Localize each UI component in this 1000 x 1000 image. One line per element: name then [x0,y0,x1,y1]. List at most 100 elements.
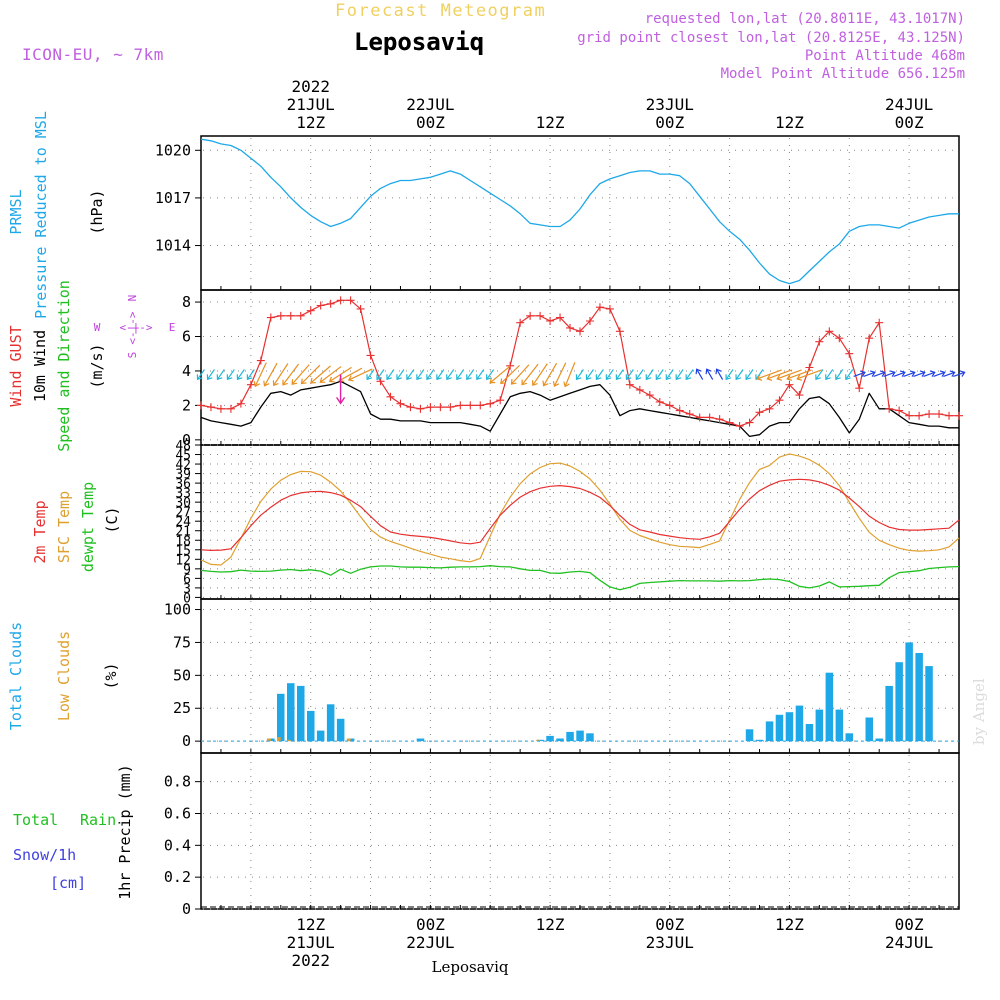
wind-direction-arrow [835,369,844,381]
temp-ytick-label: 0 [183,591,191,606]
wind-direction-shaft [923,371,935,378]
wind-direction-shaft [291,364,310,385]
temp-ytick-label: 9 [183,563,191,578]
temp-unit: (C) [103,506,121,533]
wind-gust-marker [605,304,614,313]
wind-direction-head [319,377,326,383]
wind-direction-shaft [564,362,576,387]
precip-cm-label: [cm] [50,874,86,892]
wind-direction-head [263,380,270,387]
wind-direction-head [489,377,496,384]
wind-direction-head [246,374,253,381]
wind-direction-arrow [263,362,278,387]
wind-direction-head [585,374,592,381]
wind-direction-shaft [197,369,205,380]
precip-ytick-label: 0.8 [164,773,191,791]
model-point-altitude: Model Point Altitude 656.125m [721,66,965,82]
wind-direction-shaft [815,369,824,380]
wind-direction-arrow [675,369,684,381]
total-cloud-bar [875,738,883,742]
wind-gust-marker [735,422,744,431]
low-cloud-bar [267,738,271,742]
total-cloud-bar [546,735,554,742]
bottom-date-label: 22JUL [406,933,454,952]
wind-direction-arrow [446,369,455,381]
wind-direction-arrow-magenta [336,374,346,405]
wind-direction-arrow [436,369,445,381]
clouds-ytick-label: 25 [173,699,191,717]
wind-direction-shaft [476,369,485,380]
wind-direction-shaft [665,369,674,380]
total-cloud-bar [775,714,784,742]
wind-direction-shaft [685,369,694,380]
wind-direction-shaft [246,369,255,380]
wind-direction-head [825,374,831,381]
wind-direction-arrow [510,364,530,385]
wind-gust-marker [216,404,225,413]
total-cloud-bar [566,731,574,742]
wind-direction-head [386,374,392,381]
wind-direction-head [695,368,702,375]
clouds-ytick-label: 0 [182,732,191,750]
wind-direction-arrow [272,363,289,387]
wind-direction-head [725,374,732,381]
wind-direction-shaft [319,366,342,383]
wind-direction-shaft [586,369,594,380]
wind-gust-marker [755,408,764,417]
wind-direction-head [291,379,298,385]
wind-direction-arrow [282,363,300,386]
wind-gust-marker [915,411,924,420]
total-cloud-bar [905,642,913,742]
precip-ytick-label: 0.6 [164,804,191,822]
wind-direction-shaft [696,368,704,380]
total-cloud-bar [795,705,804,742]
wind-direction-shaft [863,371,876,378]
compass-w: W [94,321,101,334]
wind-direction-head [605,374,612,381]
wind-direction-shaft [348,368,373,381]
temp-ytick-label: 30 [175,496,191,511]
temp-ytick-label: 3 [183,582,191,597]
low-clouds-label: Low Clouds [55,631,73,721]
low-cloud-bar [287,739,291,742]
bottom-date-label: 23JUL [646,933,694,952]
wind-direction-shaft [796,369,822,380]
wind-gust-marker [665,401,674,410]
wind-direction-shaft [282,363,300,386]
wind-direction-shaft [207,369,215,380]
wind-gust-marker [785,380,794,389]
wind-direction-arrow [310,365,331,384]
wind-gust-marker [526,311,535,320]
wind-direction-head [665,374,672,381]
wind-direction-arrow [542,362,558,387]
total-cloud-bar [287,683,295,742]
wind-direction-head [347,375,354,382]
wind-direction-shaft [853,371,866,378]
total-cloud-bar [277,693,285,742]
pressure-msl-label: Pressure Reduced to MSL [32,111,50,319]
temp-ytick-label: 27 [175,506,191,521]
wind-direction-shaft [396,369,405,380]
temp-2m-label: 2m Temp [31,500,49,563]
wind-gust-marker [456,401,465,410]
compass-e: E [169,321,176,334]
wind-direction-shaft [216,369,225,380]
wind-direction-head [705,368,712,375]
total-cloud-bar [586,733,594,742]
wind-direction-head [476,374,482,381]
clouds-ytick-label: 100 [164,601,191,619]
temp-ytick-label: 42 [175,458,191,473]
wind-direction-head [675,374,682,381]
pressure-ytick-label: 1020 [155,141,191,159]
wind-direction-arrow [521,363,539,386]
wind-gust-marker [476,401,485,410]
total-cloud-bar [416,738,425,742]
wind-gust-line [200,299,959,427]
top-hour-label: 12Z [296,113,325,132]
wind-direction-arrow [552,362,567,387]
wind-direction-head [466,374,472,381]
temp-ytick-label: 24 [175,515,191,530]
wind-gust-marker [356,304,365,313]
wind-direction-shaft [532,363,548,386]
